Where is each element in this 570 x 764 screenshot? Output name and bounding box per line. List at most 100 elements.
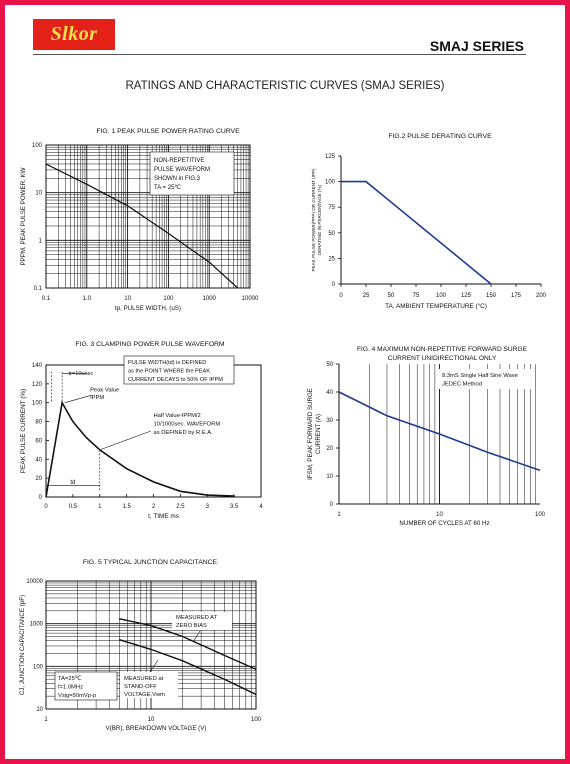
fig2-x-tick-label: 100 — [436, 293, 447, 299]
fig1-x-tick-label: 100 — [163, 296, 174, 302]
fig2-x-axis-label: TA, AMBIENT TEMPERATURE (°C) — [385, 302, 487, 310]
fig2-y-tick-label: 25 — [328, 256, 335, 262]
fig3-x-tick-label: 1 — [98, 504, 102, 510]
fig4-note-bg — [436, 369, 534, 389]
fig4-x-tick-label: 10 — [436, 512, 443, 518]
fig4-y-tick-label: 30 — [326, 418, 333, 424]
fig4-note-line: JEDEC Method — [442, 382, 482, 388]
fig3-half-label: Half Value-IPPM/2 — [154, 413, 201, 419]
fig4-y-tick-label: 40 — [326, 390, 333, 396]
page-title: RATINGS AND CHARACTERISTIC CURVES (SMAJ … — [125, 80, 445, 92]
fig1-y-tick-label: 0.1 — [34, 286, 43, 292]
fig2-y-tick-label: 125 — [325, 154, 336, 160]
fig2-x-tick-label: 0 — [339, 293, 343, 299]
fig5-series-line-2 — [119, 639, 257, 696]
fig5-y-tick-label: 10 — [36, 707, 43, 713]
fig5-series-label-2: MEASURED at — [124, 676, 164, 682]
fig4-y-tick-label: 10 — [326, 474, 333, 480]
fig5-y-axis-label: CJ, JUNCTION CAPACITANCE (pF) — [19, 595, 26, 695]
fig1-annotation-line: TA = 25℃ — [154, 185, 181, 191]
fig5-label2-pointer — [149, 659, 159, 673]
fig3-y-tick-label: 100 — [32, 401, 43, 407]
fig2-x-tick-label: 75 — [413, 293, 420, 299]
fig3-y-tick-label: 80 — [35, 420, 42, 426]
fig3-x-tick-label: 2 — [152, 504, 156, 510]
fig1-plot-frame — [45, 144, 251, 289]
fig3-peak-label: Peak Value — [90, 387, 119, 393]
fig5-x-tick-label: 1 — [44, 717, 48, 723]
fig2-x-tick-label: 125 — [461, 293, 472, 299]
fig1-y-tick-label: 1 — [39, 238, 43, 244]
fig4-x-axis-label: NUMBER OF CYCLES AT 60 Hz — [399, 520, 489, 527]
fig3-tr-label: tr=10usec — [69, 371, 94, 377]
fig2-title: FIG.2 PULSE DERATING CURVE — [388, 133, 492, 140]
fig2-y-axis-label-line1: PEAK PULSE POWER(PPP) OR CURRENT (IPP) — [311, 168, 316, 272]
fig2-series-line — [341, 180, 492, 285]
fig5-label1-pointer — [192, 630, 201, 643]
fig3-td-label: td — [70, 480, 75, 486]
fig5-x-tick-label: 100 — [251, 717, 262, 723]
fig4-y-tick-label: 50 — [326, 362, 333, 368]
fig5-condition-line: TA=25℃ — [58, 676, 82, 682]
fig1-x-tick-label: 0.1 — [42, 296, 51, 302]
fig4-x-tick-label: 100 — [535, 512, 546, 518]
fig2-y-tick-label: 50 — [328, 231, 335, 237]
fig1-annotation-bg — [150, 152, 234, 195]
fig3-x-tick-label: 0 — [44, 504, 48, 510]
fig1-annotation-box — [149, 151, 235, 196]
header-divider — [33, 54, 526, 55]
fig3-x-tick-label: 2.5 — [176, 504, 185, 510]
fig5-y-tick-label: 1000 — [30, 622, 44, 628]
fig2-x-tick-label: 50 — [388, 293, 395, 299]
fig4-series-line — [338, 391, 541, 472]
fig3-y-tick-label: 40 — [35, 457, 42, 463]
fig3-y-tick-label: 20 — [35, 476, 42, 482]
fig5-plot-frame — [45, 580, 257, 710]
fig2-x-tick-label: 150 — [486, 293, 497, 299]
fig3-y-axis-label: PEAK PULSE CURRENT (%) — [20, 389, 27, 473]
fig5-label1-bg — [172, 612, 232, 630]
fig5-series-label-2: VOLTAGE,Vwm — [124, 692, 165, 698]
fig3-x-tick-label: 3 — [206, 504, 210, 510]
fig5-condition-line: f=1.0MHz — [58, 685, 83, 691]
fig4-x-tick-label: 1 — [337, 512, 341, 518]
fig3-half-pointer — [99, 430, 151, 451]
fig3-note-line: as the POINT WHERE the PEAK — [128, 369, 210, 375]
brand-logo: Slkor — [33, 19, 115, 50]
fig3-y-tick-label: 60 — [35, 438, 42, 444]
fig4-title: FIG. 4 MAXIMUM NON-REPETITIVE FORWARD SU… — [357, 346, 528, 353]
fig1-annotation-line: NON-REPETITIVE — [154, 158, 204, 164]
fig3-note-bg — [124, 356, 234, 384]
fig5-condition-line: Vsig=50mVp-p — [58, 693, 96, 699]
fig2-x-tick-label: 175 — [511, 293, 522, 299]
fig4-y-axis-label-line1: IFSM, PEAK FORWARD SURGE — [307, 388, 314, 480]
fig2-x-tick-label: 25 — [363, 293, 370, 299]
fig3-series-line — [45, 400, 235, 498]
fig5-y-tick-label: 10000 — [26, 579, 43, 585]
fig5-series-line-1 — [119, 618, 257, 670]
fig1-series-line — [45, 163, 239, 289]
fig5-title: FIG. 5 TYPICAL JUNCTION CAPACITANCE — [83, 559, 218, 566]
fig1-annotation-line: SHOWN in FIG.3 — [154, 176, 201, 182]
fig3-title: FIG. 3 CLAMPING POWER PULSE WAVEFORM — [75, 341, 225, 348]
fig1-x-tick-label: 1000 — [203, 296, 217, 302]
fig3-y-tick-label: 120 — [32, 382, 43, 388]
fig1-x-tick-label: 10000 — [242, 296, 259, 302]
fig3-x-tick-label: 3.5 — [230, 504, 239, 510]
fig4-y-tick-label: 20 — [326, 446, 333, 452]
fig3-half-label: as DEFINED by R.E.A. — [154, 430, 214, 436]
fig4-y-tick-label: 0 — [330, 502, 334, 508]
fig5-conditions-bg — [55, 672, 117, 700]
fig3-y-tick-label: 0 — [39, 495, 43, 501]
fig1-title: FIG. 1 PEAK PULSE POWER RATING CURVE — [96, 128, 240, 135]
logo-text: Slkor — [50, 23, 98, 45]
fig3-note-box — [123, 355, 235, 385]
fig1-x-tick-label: 10 — [124, 296, 131, 302]
fig2-y-axis-label-line2: DERATING IN PERCENTAGE (%) — [317, 184, 322, 255]
fig3-note-line: CURRENT DECAYS to 50% OF IPPM — [128, 377, 223, 383]
fig3-x-tick-label: 1.5 — [122, 504, 131, 510]
fig3-x-tick-label: 0.5 — [69, 504, 78, 510]
fig3-peak-label: IPPM — [90, 395, 104, 401]
fig3-y-tick-label: 140 — [32, 363, 43, 369]
